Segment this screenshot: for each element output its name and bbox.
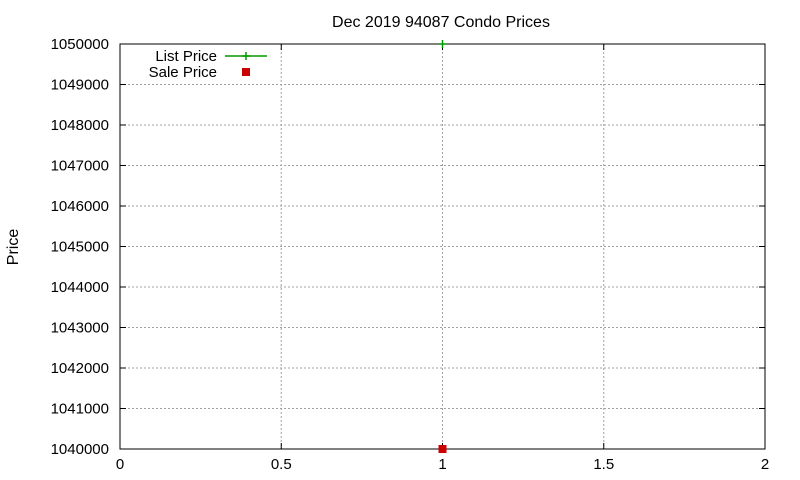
legend-entry: Sale Price (149, 64, 250, 81)
tick-layer (119, 43, 766, 450)
y-tick-label: 1050000 (51, 36, 109, 53)
x-tick-label: 1 (438, 456, 446, 473)
x-tick-label: 0.5 (271, 456, 292, 473)
legend-label: Sale Price (149, 64, 217, 81)
data-point (438, 40, 447, 48)
y-tick-label: 1043000 (51, 320, 109, 337)
y-tick-label: 1042000 (51, 360, 109, 377)
legend-entry: List Price (155, 48, 267, 65)
y-tick-label: 1045000 (51, 239, 109, 256)
series-sale-price (438, 445, 447, 453)
legend-marker-swatch (242, 52, 250, 60)
y-tick-label: 1040000 (51, 441, 109, 458)
x-tick-label: 2 (761, 456, 769, 473)
y-tick-label: 1047000 (51, 158, 109, 175)
series-list-price (438, 40, 447, 48)
data-point (438, 445, 447, 453)
tick-label-layer: 0 0.5 1 1.5 2 1040000 1041000 1042000 1043000 104… (51, 36, 770, 473)
y-tick-label: 1044000 (51, 279, 109, 296)
y-tick-label: 1048000 (51, 117, 109, 134)
y-axis-label: Price (5, 229, 22, 266)
x-tick-label: 0 (116, 456, 124, 473)
chart-title: Dec 2019 94087 Condo Prices (332, 14, 550, 31)
series-layer (438, 40, 447, 453)
y-tick-label: 1046000 (51, 198, 109, 215)
x-tick-label: 1.5 (593, 456, 614, 473)
legend-marker-swatch (242, 68, 250, 76)
legend-label: List Price (155, 48, 217, 65)
y-tick-label: 1049000 (51, 77, 109, 94)
grid-layer (120, 44, 765, 449)
y-tick-label: 1041000 (51, 401, 109, 418)
